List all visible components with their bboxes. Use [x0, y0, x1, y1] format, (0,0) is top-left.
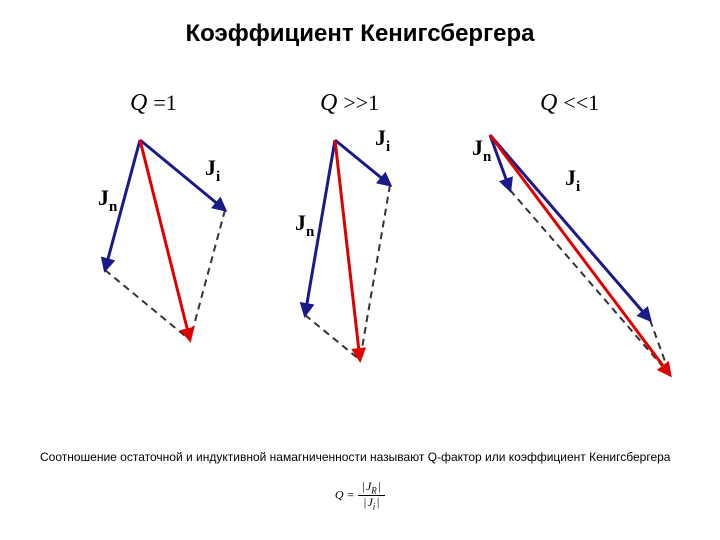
q-ll-1-jn-label: Jn — [472, 135, 492, 165]
vector-diagram-svg: Q =1 Jn Ji Q >>1 Jn Ji Q <<1 Jn Ji — [0, 70, 720, 430]
q-eq-1-dash-2 — [190, 210, 225, 340]
q-gg-1-dash-1 — [305, 315, 360, 360]
formula-numerator: |JR| — [358, 480, 385, 496]
q-ll-1-sum-vector — [490, 135, 670, 375]
q-gg-1-jn-label: Jn — [295, 210, 315, 240]
formula-lhs: Q = — [335, 488, 358, 502]
formula-fraction: |JR| |Ji| — [358, 480, 385, 512]
formula-denominator: |Ji| — [358, 496, 385, 511]
slide-page: Коэффициент Кенигсбергера Q =1 Jn Ji Q >>1 J… — [0, 0, 720, 540]
q-formula: Q = |JR| |Ji| — [0, 480, 720, 512]
q-ll-1-q-label: Q <<1 — [540, 90, 599, 116]
q-eq-1-sum-vector — [140, 140, 190, 340]
page-title: Коэффициент Кенигсбергера — [0, 20, 720, 48]
q-ll-1-jn-vector — [490, 135, 510, 190]
q-gg-1-q-label: Q >>1 — [320, 90, 379, 116]
q-ll-1-ji-label: Ji — [565, 165, 580, 195]
q-gg-1-sum-vector — [335, 140, 360, 360]
q-ll-1-dash-1 — [510, 190, 670, 375]
q-eq-1-dash-1 — [105, 270, 190, 340]
q-gg-1-dash-2 — [360, 185, 390, 360]
q-ll-1-dash-2 — [650, 320, 670, 375]
q-eq-1-q-label: Q =1 — [130, 90, 177, 116]
caption-text: Соотношение остаточной и индуктивной нам… — [40, 450, 680, 464]
diagram-area: Q =1 Jn Ji Q >>1 Jn Ji Q <<1 Jn Ji — [0, 70, 720, 430]
q-eq-1-jn-label: Jn — [98, 185, 118, 215]
q-gg-1-ji-label: Ji — [375, 125, 390, 155]
q-ll-1-ji-vector — [490, 135, 650, 320]
q-eq-1-ji-label: Ji — [205, 155, 220, 185]
